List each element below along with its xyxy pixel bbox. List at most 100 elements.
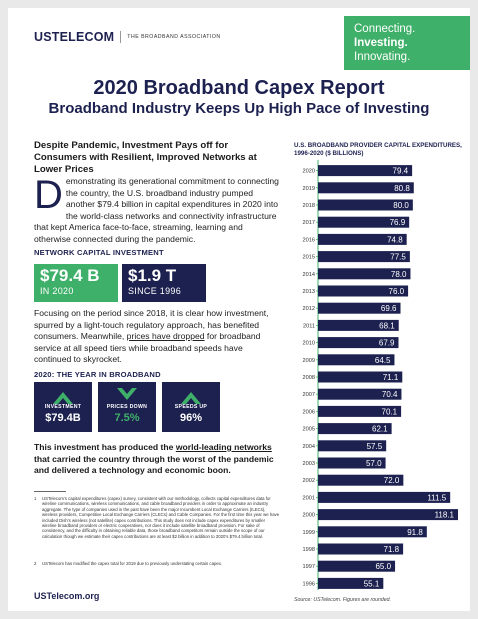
bar-value-label: 74.8	[387, 235, 403, 244]
capex-bar-chart: 2020 79.4 2019 80.8 2018 80.0 2017 76.9 2016 74.8…	[303, 160, 458, 590]
capex-bar	[318, 216, 410, 228]
summary-text-before: This investment has produced the	[34, 442, 176, 452]
year-tick-label: 2010	[303, 341, 315, 347]
stat-box-since-1996: $1.9 T SINCE 1996	[122, 264, 206, 302]
year-stat-label: SPEEDS UP	[174, 404, 208, 410]
chart-source: Source: USTelecom. Figures are rounded.	[294, 597, 391, 603]
capex-bar	[318, 491, 451, 503]
year-tick-label: 2005	[303, 427, 315, 433]
year-tick-label: 2004	[303, 444, 315, 450]
logo-divider	[120, 31, 122, 43]
year-tick-label: 2019	[303, 186, 315, 192]
chevron-down-icon	[117, 388, 137, 400]
bar-value-label: 70.4	[382, 390, 398, 399]
section-headline: Despite Pandemic, Investment Pays off fo…	[34, 140, 257, 175]
focus-text-before: Focusing on the period since 2018, it is…	[34, 308, 269, 342]
year-stat-value: 7.5%	[114, 412, 140, 424]
year-tick-label: 2003	[303, 461, 315, 467]
capex-bar	[318, 354, 395, 366]
bar-value-label: 67.9	[379, 339, 395, 348]
summary-paragraph: This investment has produced the world-l…	[34, 442, 280, 477]
bar-value-label: 91.8	[407, 528, 423, 537]
year-tick-label: 2017	[303, 220, 315, 226]
year-tick-label: 2018	[303, 203, 315, 209]
bar-value-label: 62.1	[372, 425, 388, 434]
capex-bar	[318, 509, 458, 521]
bar-value-label: 118.1	[435, 511, 455, 520]
year-tick-label: 1998	[303, 547, 315, 553]
brand-lockup: USTELECOM THE BROADBAND ASSOCIATION	[34, 30, 221, 44]
stat-label-2020: IN 2020	[40, 286, 74, 296]
year-stat-label: PRICES DOWN	[106, 404, 148, 410]
world-leading-networks-link[interactable]: world-leading networks	[175, 442, 272, 452]
year-tick-label: 2008	[303, 375, 315, 381]
footnote-1: 1 USTelecom's capital expenditures (cape…	[34, 496, 280, 539]
year-tick-label: 1999	[303, 530, 315, 536]
tagline-line-1: Connecting.	[354, 23, 416, 35]
capex-bar	[318, 440, 387, 452]
bar-value-label: 57.0	[366, 459, 382, 468]
year-tick-label: 2002	[303, 478, 315, 484]
tagline-line-3: Innovating.	[354, 51, 411, 63]
capex-bar	[318, 388, 402, 400]
year-stat-value: $79.4B	[45, 412, 81, 424]
bar-value-label: 76.9	[390, 218, 406, 227]
year-stat-label: INVESTMENT	[44, 404, 82, 410]
report-page: USTELECOM THE BROADBAND ASSOCIATION Conn…	[8, 8, 470, 611]
year-tick-label: 1997	[303, 564, 315, 570]
year-tick-label: 1996	[303, 581, 315, 587]
bar-value-label: 111.5	[427, 493, 446, 502]
year-stat-prices-down: PRICES DOWN 7.5%	[98, 382, 156, 432]
capex-bar	[318, 423, 392, 435]
bar-value-label: 78.0	[391, 270, 407, 279]
bar-value-label: 76.0	[389, 287, 405, 296]
capex-bar	[318, 302, 401, 314]
chevron-up-icon	[53, 392, 73, 404]
footnote-2: 2 USTelecom has modified the capex total…	[34, 561, 280, 566]
drop-cap: D	[34, 173, 63, 217]
association-label: THE BROADBAND ASSOCIATION	[127, 34, 221, 40]
year-stat-speeds-up: SPEEDS UP 96%	[162, 382, 220, 432]
focus-text-after: for broadband service at all speed tiers…	[34, 331, 261, 365]
capex-bar	[318, 233, 407, 245]
bar-value-label: 72.0	[384, 476, 400, 485]
stat-box-2020: $79.4 B IN 2020	[34, 264, 118, 302]
capex-bar	[318, 405, 402, 417]
capex-bar	[318, 165, 413, 177]
report-subtitle: Broadband Industry Keeps Up High Pace of…	[48, 100, 430, 117]
stat-value-2020: $79.4 B	[40, 266, 100, 285]
bar-value-label: 64.5	[375, 356, 391, 365]
chart-title: U.S. BROADBAND PROVIDER CAPITAL EXPENDIT…	[294, 142, 462, 157]
stat-value-since-1996: $1.9 T	[128, 266, 177, 285]
capex-bar	[318, 474, 404, 486]
bar-value-label: 80.8	[394, 184, 410, 193]
year-tick-label: 2007	[303, 392, 315, 398]
year-tick-label: 2001	[303, 495, 315, 501]
year-tick-label: 2016	[303, 237, 315, 243]
capex-bar	[318, 371, 403, 383]
footnote-2-text: USTelecom has modified the capex total f…	[42, 561, 223, 566]
capex-bar	[318, 577, 384, 589]
focus-paragraph: Focusing on the period since 2018, it is…	[34, 308, 280, 366]
year-tick-label: 2011	[303, 323, 315, 329]
year-tick-label: 2006	[303, 409, 315, 415]
footnote-1-number: 1	[34, 496, 37, 501]
prices-dropped-link[interactable]: prices have dropped	[126, 331, 205, 342]
bar-value-label: 70.1	[382, 407, 398, 416]
year-tick-label: 2012	[303, 306, 315, 312]
bar-value-label: 69.6	[381, 304, 397, 313]
year-in-broadband-heading: 2020: THE YEAR IN BROADBAND	[34, 370, 161, 379]
capex-bar	[318, 457, 386, 469]
year-tick-label: 2020	[303, 169, 315, 175]
capex-bar	[318, 182, 414, 194]
bar-value-label: 65.0	[375, 562, 391, 571]
bar-value-label: 77.5	[390, 253, 406, 262]
intro-text: emonstrating its generational commitment…	[34, 176, 279, 244]
capex-bar	[318, 543, 404, 555]
capex-bar	[318, 268, 411, 280]
summary-text-after: that carried the country through the wor…	[34, 453, 274, 476]
bar-value-label: 79.4	[393, 167, 409, 176]
website-url[interactable]: USTelecom.org	[34, 591, 100, 601]
footnote-rule	[34, 491, 66, 492]
